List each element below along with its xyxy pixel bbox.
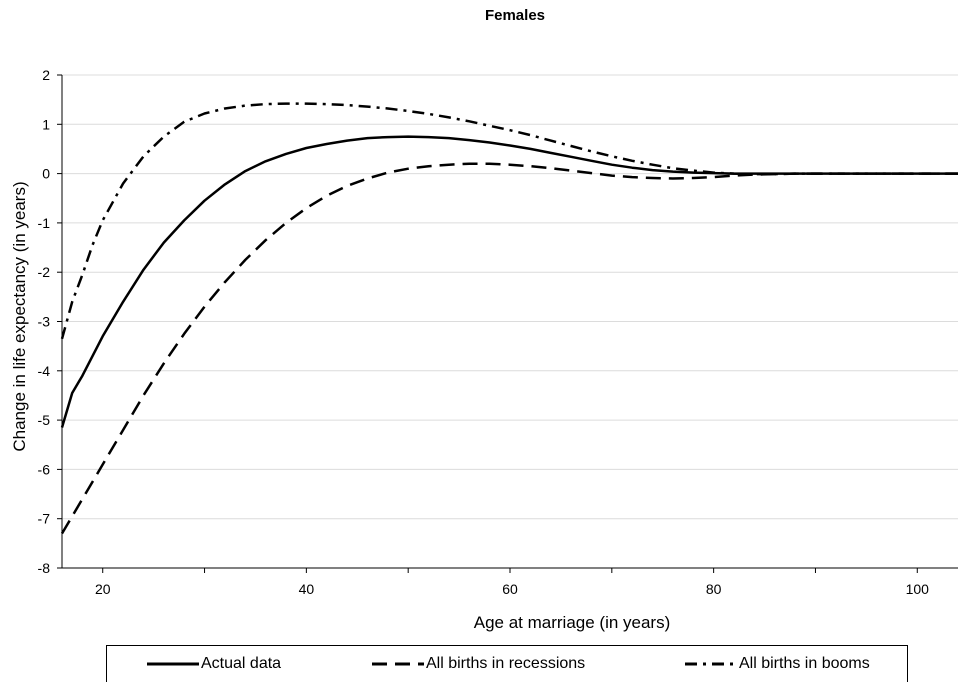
y-tick-label: -8 <box>38 560 51 576</box>
y-tick-label: 1 <box>42 116 50 132</box>
y-tick-label: -4 <box>38 363 51 379</box>
legend-label-booms: All births in booms <box>739 655 870 672</box>
legend-label-recessions: All births in recessions <box>426 655 586 672</box>
x-axis-title: Age at marriage (in years) <box>474 613 671 632</box>
series-line-dashed <box>60 162 958 535</box>
y-tick-label: -6 <box>38 461 51 477</box>
y-tick-label: 0 <box>42 166 50 182</box>
legend-item-booms: All births in booms <box>685 654 870 674</box>
legend-swatch-solid <box>147 662 199 666</box>
x-tick-label: 40 <box>299 581 315 597</box>
series-line-solid <box>60 135 958 428</box>
legend-swatch-dashdot <box>685 662 737 666</box>
x-tick-label: 100 <box>906 581 930 597</box>
y-tick-label: -5 <box>38 412 51 428</box>
legend-item-actual-data: Actual data <box>147 654 281 674</box>
x-tick-label: 60 <box>502 581 518 597</box>
chart-legend: Actual data All births in recessions All… <box>106 645 908 682</box>
x-tick-label: 20 <box>95 581 111 597</box>
legend-label-actual-data: Actual data <box>201 655 282 672</box>
chart-title: Females <box>484 7 546 24</box>
x-tick-label: 80 <box>706 581 722 597</box>
y-tick-label: 2 <box>42 67 50 83</box>
y-tick-label: -7 <box>38 511 51 527</box>
y-axis-title: Change in life expectancy (in years) <box>10 181 29 451</box>
y-tick-label: -3 <box>38 314 51 330</box>
y-tick-label: -2 <box>38 264 51 280</box>
legend-item-recessions: All births in recessions <box>372 654 585 674</box>
series-line-dashdot <box>60 102 958 340</box>
legend-swatch-dashed <box>372 662 424 666</box>
y-tick-label: -1 <box>38 215 51 231</box>
